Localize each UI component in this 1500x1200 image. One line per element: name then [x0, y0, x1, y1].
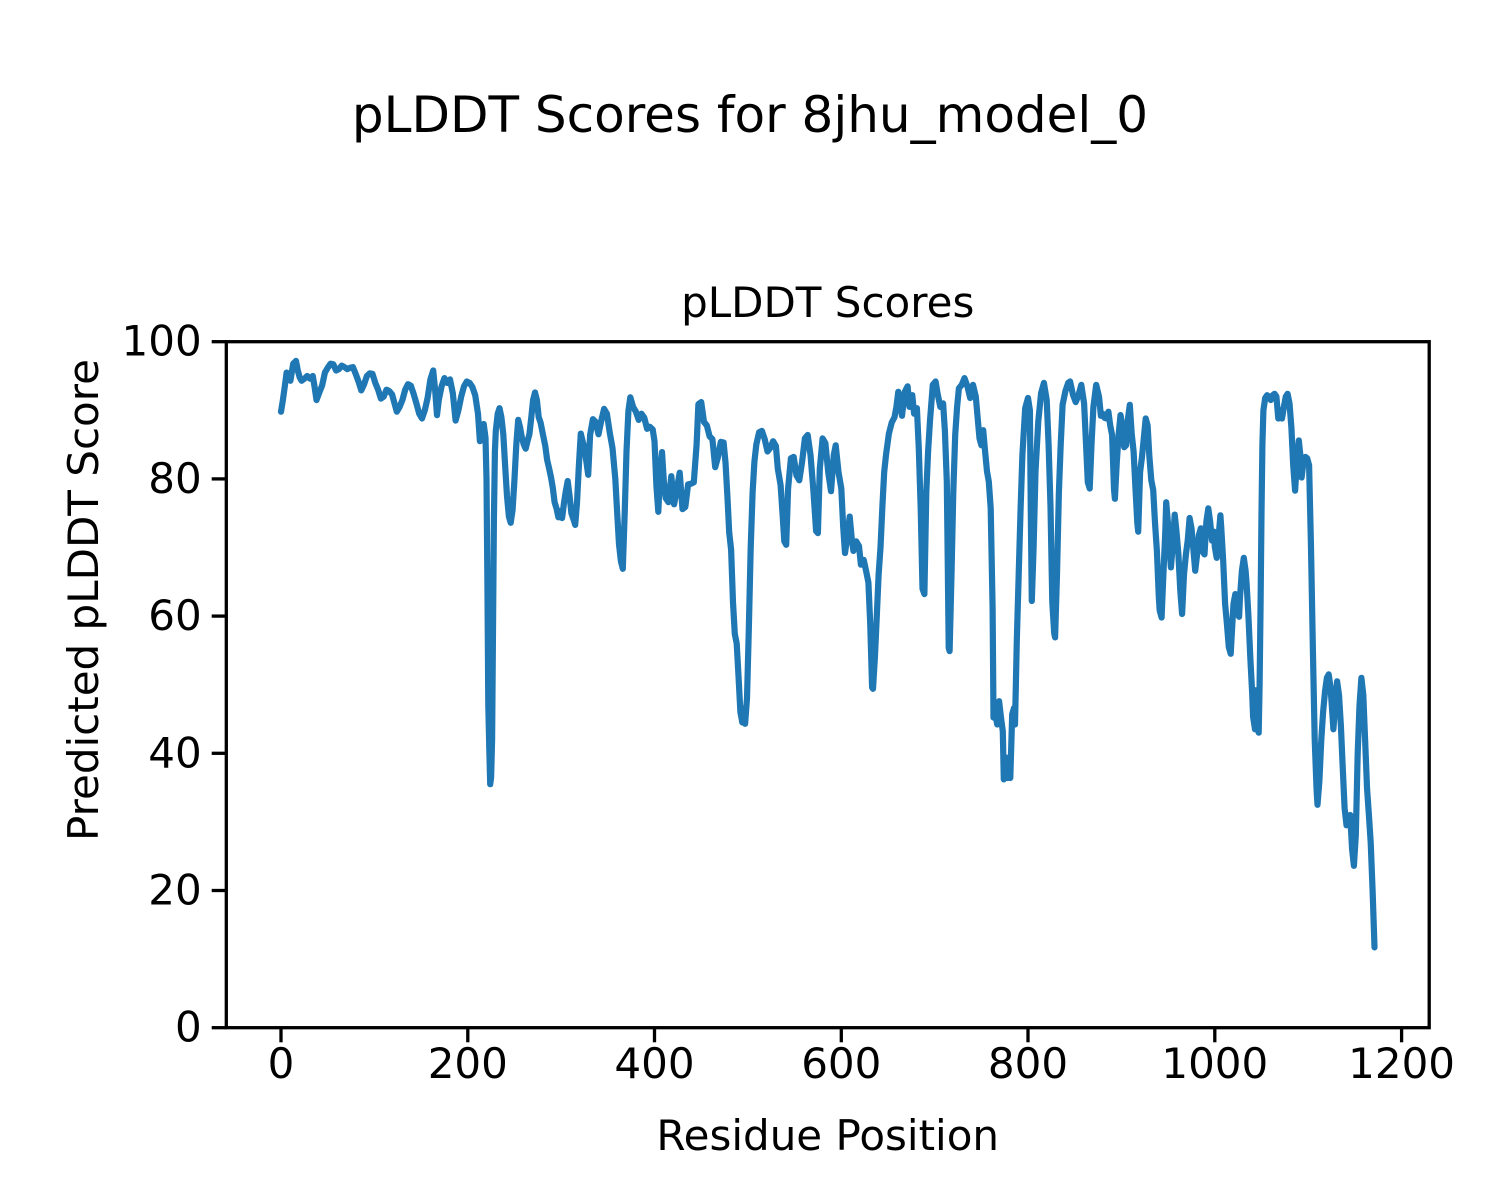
x-tick-label: 600: [801, 1039, 881, 1088]
x-tick-label: 0: [268, 1039, 295, 1088]
x-axis-label: Residue Position: [656, 1111, 999, 1160]
y-tick-label: 20: [148, 866, 201, 915]
y-tick-label: 40: [148, 728, 201, 777]
figure-title: pLDDT Scores for 8jhu_model_0: [351, 86, 1149, 144]
y-tick-label: 0: [175, 1003, 202, 1052]
x-tick-label: 800: [988, 1039, 1068, 1088]
x-tick-label: 200: [428, 1039, 508, 1088]
x-axis-ticks: 0 200 400 600 800 1000 1200: [268, 1027, 1455, 1088]
x-tick-label: 1000: [1161, 1039, 1268, 1088]
x-tick-label: 1200: [1348, 1039, 1455, 1088]
y-axis-label: Predicted pLDDT Score: [59, 359, 108, 841]
axes-frame: [224, 340, 1431, 1030]
y-tick-label: 80: [148, 454, 201, 503]
y-tick-label: 100: [122, 317, 202, 366]
data-series: [277, 357, 1378, 951]
plddt-line: [277, 357, 1378, 951]
y-axis-ticks: 0 20 40 60 80 100: [122, 317, 227, 1052]
y-tick-label: 60: [148, 591, 201, 640]
axes-title: pLDDT Scores: [681, 278, 974, 327]
x-tick-label: 400: [614, 1039, 694, 1088]
